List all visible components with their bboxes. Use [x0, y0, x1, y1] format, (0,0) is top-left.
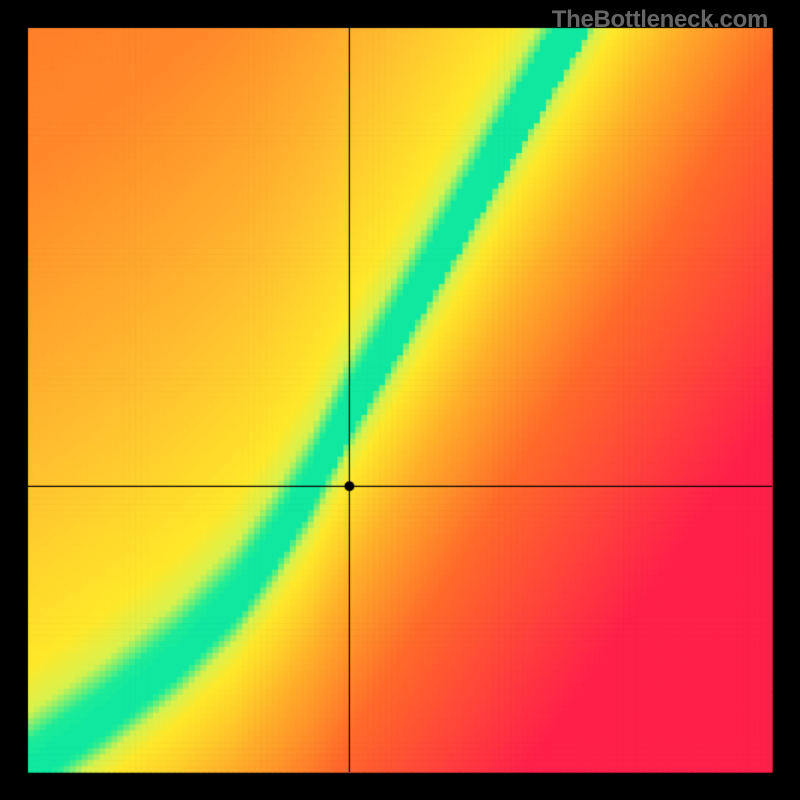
chart-container: TheBottleneck.com: [0, 0, 800, 800]
heatmap-canvas: [0, 0, 800, 800]
watermark-text: TheBottleneck.com: [552, 6, 768, 34]
